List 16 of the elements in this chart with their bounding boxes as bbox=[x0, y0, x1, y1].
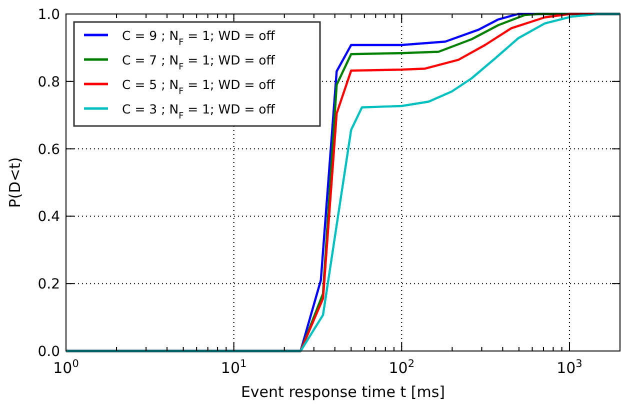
legend-label: C = 3 ; N$_{F}$ = 1; WD = off bbox=[122, 102, 276, 122]
x-tick-label: 10$^{2}$ bbox=[388, 358, 415, 377]
x-tick-label: 10$^{3}$ bbox=[556, 358, 582, 377]
y-tick-label: 0.4 bbox=[38, 209, 60, 226]
y-tick-label: 0.2 bbox=[38, 276, 60, 293]
x-axis-title: Event response time t [ms] bbox=[240, 383, 446, 401]
y-tick-label: 0.6 bbox=[38, 142, 60, 158]
legend-label: C = 9 ; N$_{F}$ = 1; WD = off bbox=[122, 28, 276, 48]
y-axis-title: P(D<t) bbox=[6, 157, 24, 208]
y-tick-label: 0.0 bbox=[38, 344, 60, 360]
legend-label: C = 7 ; N$_{F}$ = 1; WD = off bbox=[122, 52, 276, 72]
x-tick-label: 10$^{1}$ bbox=[220, 358, 247, 377]
y-tick-label: 0.8 bbox=[38, 74, 60, 90]
x-tick-label: 10$^{0}$ bbox=[53, 358, 79, 377]
legend-label: C = 5 ; N$_{F}$ = 1; WD = off bbox=[122, 77, 276, 97]
y-tick-label: 1.0 bbox=[38, 7, 60, 23]
